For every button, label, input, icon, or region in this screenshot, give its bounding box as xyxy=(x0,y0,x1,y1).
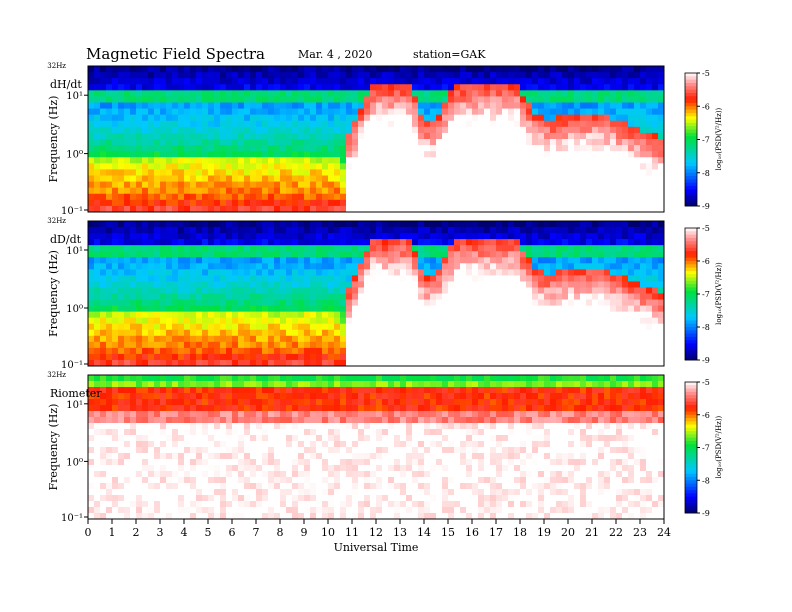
y-tick-label: 10⁻¹ xyxy=(61,513,83,524)
colorbar-tick-label: -6 xyxy=(702,411,710,420)
colorbar-tick-label: -5 xyxy=(702,378,710,387)
x-tick-label: 10 xyxy=(321,526,335,539)
x-tick-label: 4 xyxy=(181,526,188,539)
y-tick-label: 10¹ xyxy=(66,400,83,411)
colorbar-tick-label: -8 xyxy=(702,476,710,485)
colorbar-label: log₁₀(PSD(V²/Hz)) xyxy=(715,107,723,170)
x-tick-label: 15 xyxy=(441,526,455,539)
x-tick-label: 8 xyxy=(277,526,284,539)
x-tick-label: 21 xyxy=(585,526,599,539)
colorbar-tick-label: -5 xyxy=(702,224,710,233)
station-label: station=GAK xyxy=(413,48,486,61)
x-tick-label: 5 xyxy=(205,526,212,539)
colorbar-tick-label: -9 xyxy=(702,202,710,211)
panel-label: dH/dt xyxy=(50,78,82,91)
colorbar-tick-label: -7 xyxy=(702,290,710,299)
colorbar-label: log₁₀(PSD(V²/Hz)) xyxy=(715,262,723,325)
y-tick-label: 10¹ xyxy=(66,91,83,102)
y-tick-label: 10⁰ xyxy=(66,457,83,468)
x-tick-label: 19 xyxy=(537,526,551,539)
y-tick-label: 10¹ xyxy=(66,246,83,257)
x-tick-label: 22 xyxy=(609,526,623,539)
x-tick-label: 7 xyxy=(253,526,260,539)
colorbar-tick-label: -8 xyxy=(702,169,710,178)
panel-frame xyxy=(87,220,665,367)
colorbar-tick-label: -5 xyxy=(702,69,710,78)
top-freq-label: 32Hz xyxy=(47,371,66,379)
panel-frame xyxy=(87,65,665,213)
x-tick-label: 6 xyxy=(229,526,236,539)
y-axis-label: Frequency (Hz) xyxy=(47,404,60,491)
colorbar-tick-label: -7 xyxy=(702,444,710,453)
colorbar-tick-label: -9 xyxy=(702,509,710,518)
x-tick-label: 17 xyxy=(489,526,503,539)
x-tick-label: 16 xyxy=(465,526,479,539)
y-axis-label: Frequency (Hz) xyxy=(47,96,60,183)
y-tick-label: 10⁻¹ xyxy=(61,206,83,217)
y-tick-label: 10⁰ xyxy=(66,150,83,161)
chart-title: Magnetic Field Spectra xyxy=(86,45,265,63)
panel-label: dD/dt xyxy=(50,233,82,246)
x-tick-label: 18 xyxy=(513,526,527,539)
colorbar-tick-label: -7 xyxy=(702,136,710,145)
x-tick-label: 24 xyxy=(657,526,671,539)
top-freq-label: 32Hz xyxy=(47,217,66,225)
x-axis-label: Universal Time xyxy=(334,541,419,554)
date-label: Mar. 4 , 2020 xyxy=(298,48,373,61)
colorbar-label: log₁₀(PSD(V²/Hz)) xyxy=(715,415,723,478)
y-tick-label: 10⁰ xyxy=(66,304,83,315)
top-freq-label: 32Hz xyxy=(47,62,66,70)
colorbar-tick-label: -6 xyxy=(702,257,710,266)
panel-label: Riometer xyxy=(50,387,102,400)
x-tick-label: 20 xyxy=(561,526,575,539)
x-tick-label: 11 xyxy=(345,526,359,539)
x-tick-label: 13 xyxy=(393,526,407,539)
x-tick-label: 23 xyxy=(633,526,647,539)
x-tick-label: 2 xyxy=(133,526,140,539)
y-tick-label: 10⁻¹ xyxy=(61,360,83,371)
x-tick-label: 3 xyxy=(157,526,164,539)
colorbar-tick-label: -6 xyxy=(702,102,710,111)
x-tick-label: 9 xyxy=(301,526,308,539)
x-tick-label: 0 xyxy=(85,526,92,539)
colorbar-tick-label: -8 xyxy=(702,323,710,332)
x-tick-label: 1 xyxy=(109,526,116,539)
colorbar-tick-label: -9 xyxy=(702,356,710,365)
y-axis-label: Frequency (Hz) xyxy=(47,250,60,337)
x-tick-label: 12 xyxy=(369,526,383,539)
x-tick-label: 14 xyxy=(417,526,431,539)
